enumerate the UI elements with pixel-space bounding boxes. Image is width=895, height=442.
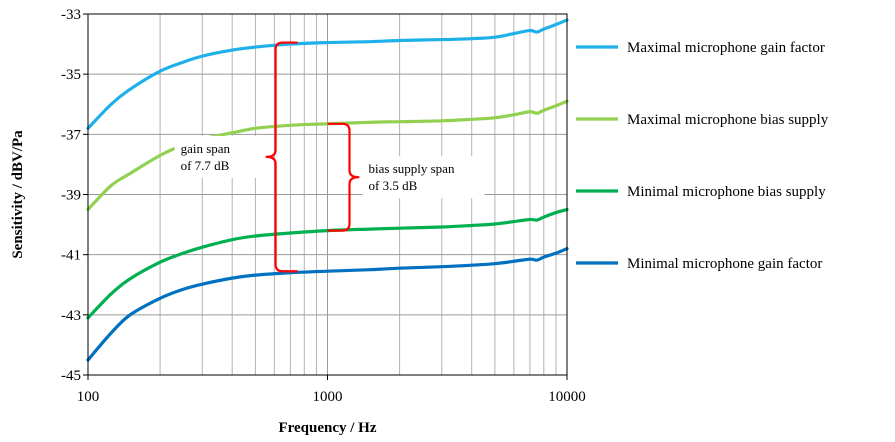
span-bracket [265, 41, 298, 273]
y-tick-label: -37 [61, 127, 81, 143]
x-tick-label: 1000 [313, 389, 343, 405]
x-tick-label: 100 [77, 389, 100, 405]
y-tick-label: -43 [61, 308, 81, 324]
annotation-text: of 3.5 dB [369, 178, 418, 193]
x-tick-label: 10000 [548, 389, 586, 405]
series-line-minimal-microphone-bias-supply [86, 207, 569, 320]
series-line-maximal-microphone-gain-factor [86, 18, 569, 130]
legend: Maximal microphone gain factor Maximal mi… [576, 40, 829, 272]
annotation-box [174, 135, 263, 178]
series-lines [86, 18, 569, 362]
span-annotations: gain span of 7.7 dB bias supply span of 3.5… [174, 41, 485, 273]
y-tick-label: -35 [61, 67, 81, 83]
x-axis-ticks: 100 1000 10000 [77, 375, 586, 405]
x-axis-title: Frequency / Hz [278, 420, 376, 436]
annotation-box [362, 156, 485, 199]
legend-label: Maximal microphone bias supply [627, 112, 829, 128]
y-tick-label: -41 [61, 248, 81, 264]
legend-label: Minimal microphone bias supply [627, 184, 826, 200]
series-line-maximal-microphone-bias-supply [86, 99, 569, 212]
annotation-text: of 7.7 dB [181, 158, 230, 173]
y-axis-ticks: -45 -43 -41 -39 -37 -35 -33 [61, 7, 88, 384]
y-tick-label: -39 [61, 188, 81, 204]
legend-label: Minimal microphone gain factor [627, 256, 822, 272]
legend-label: Maximal microphone gain factor [627, 40, 825, 56]
grid-lines [88, 14, 567, 375]
y-tick-label: -45 [61, 368, 81, 384]
y-axis-title: Sensitivity / dBV/Pa [10, 130, 26, 259]
annotation-text: gain span [181, 141, 231, 156]
annotation-text: bias supply span [369, 161, 455, 176]
series-line-minimal-microphone-gain-factor [86, 247, 569, 362]
span-bracket [327, 122, 360, 232]
y-tick-label: -33 [61, 7, 81, 23]
